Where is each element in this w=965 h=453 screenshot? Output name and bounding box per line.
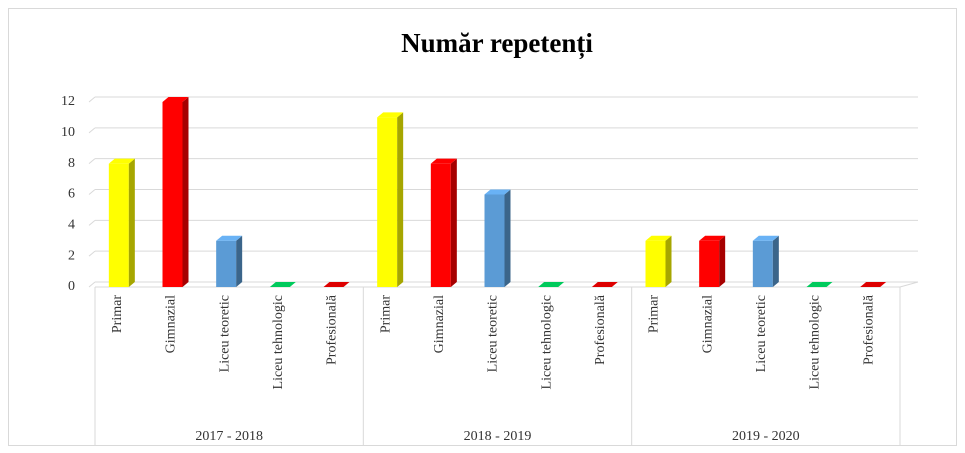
bar-top	[752, 235, 779, 241]
x-tick-label: Gimnazial	[700, 295, 715, 353]
x-tick-label: Liceu teoretic	[486, 295, 501, 372]
group-label: 2017 - 2018	[195, 429, 263, 444]
y-tick-label: 8	[68, 156, 75, 171]
bar-top	[216, 235, 243, 241]
bar-front	[162, 102, 183, 287]
y-tick-label: 12	[61, 94, 75, 109]
bar-front	[216, 240, 237, 287]
group-label: 2019 - 2020	[732, 429, 800, 444]
bar-side	[397, 112, 404, 288]
bar-top	[430, 158, 457, 164]
x-tick-label: Profesională	[593, 294, 608, 365]
tick-mark	[88, 219, 96, 226]
tick-mark	[88, 250, 96, 257]
x-tick-label: Liceu tehnologic	[539, 295, 554, 389]
bar-front	[645, 240, 666, 287]
bar-front	[699, 240, 720, 287]
x-tick-label: Primar	[110, 295, 125, 333]
bar-top	[269, 282, 296, 287]
tick-mark	[88, 96, 96, 103]
x-tick-label: Liceu teoretic	[754, 295, 769, 372]
tick-mark	[88, 189, 96, 195]
x-tick-label: Primar	[647, 295, 662, 333]
x-tick-label: Liceu teoretic	[217, 295, 232, 372]
x-tick-label: Profesională	[325, 294, 340, 365]
bar-side	[504, 189, 511, 287]
x-tick-label: Gimnazial	[164, 295, 179, 353]
y-tick-label: 6	[68, 187, 75, 202]
bar-side	[128, 158, 135, 287]
bar-side	[236, 235, 243, 287]
group-label: 2018 - 2019	[464, 429, 532, 444]
bar-front	[108, 163, 129, 287]
bar-top	[645, 235, 672, 241]
chart-title: Număr repetenți	[401, 28, 593, 59]
y-tick-label: 4	[68, 218, 75, 233]
x-tick-label: Liceu tehnologic	[271, 295, 286, 389]
bar-side	[772, 235, 779, 287]
x-tick-label: Liceu tehnologic	[808, 295, 823, 389]
x-axis-depth	[899, 281, 919, 288]
tick-mark	[88, 158, 96, 165]
bar-side	[665, 235, 672, 287]
bar-top	[323, 282, 350, 287]
y-tick-label: 0	[68, 279, 75, 294]
y-tick-label: 10	[61, 125, 75, 140]
bar-side	[182, 97, 189, 287]
y-tick-label: 2	[68, 248, 75, 263]
x-tick-label: Profesională	[861, 294, 876, 365]
bar-top	[591, 282, 618, 287]
bar-top	[377, 112, 404, 118]
bar-top	[806, 282, 833, 287]
bar-side	[719, 235, 726, 287]
bar-side	[450, 158, 457, 287]
bar-front	[484, 194, 505, 287]
x-tick-label: Primar	[378, 295, 393, 333]
bar-front	[752, 240, 773, 287]
bar-front	[377, 117, 398, 288]
bar-top	[484, 189, 511, 195]
bar-top	[538, 282, 565, 287]
bar-top	[699, 235, 726, 241]
tick-mark	[88, 127, 96, 134]
bar-front	[430, 163, 451, 287]
bar-top	[108, 158, 135, 164]
tick-mark	[88, 281, 96, 288]
x-tick-label: Gimnazial	[432, 295, 447, 353]
bar-top	[162, 97, 189, 102]
bar-top	[860, 282, 887, 287]
